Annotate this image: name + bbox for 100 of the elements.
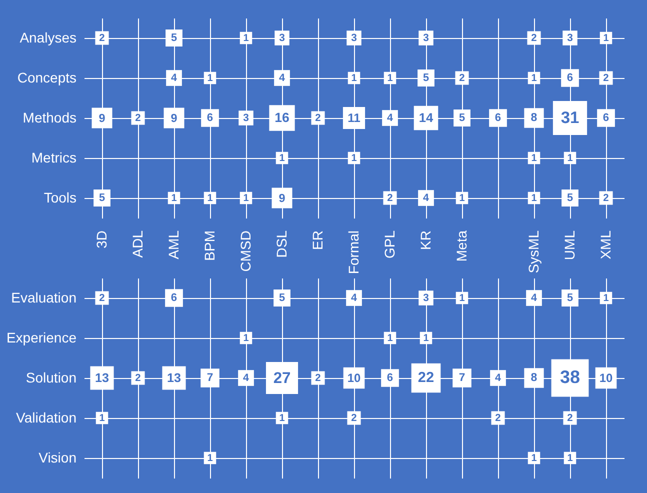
x-tick-label: ER [310, 230, 326, 250]
data-label: 1 [351, 73, 358, 84]
data-label: 1 [207, 193, 214, 204]
data-label: 3 [423, 33, 430, 44]
data-label: 2 [603, 193, 610, 204]
data-label: 4 [171, 72, 178, 84]
data-label: 2 [315, 373, 322, 384]
data-label: 7 [458, 372, 466, 384]
data-label: 4 [387, 112, 394, 124]
y-tick-label: Vision [38, 450, 76, 466]
x-tick-label: ADL [130, 230, 146, 258]
x-tick-label: KR [418, 230, 434, 250]
data-label: 4 [423, 192, 430, 204]
y-tick-label: Methods [22, 110, 76, 126]
y-tick-label: Evaluation [11, 290, 76, 306]
data-label: 22 [418, 370, 434, 386]
data-label: 10 [347, 371, 361, 385]
data-label: 3 [279, 33, 286, 44]
data-label: 1 [207, 73, 214, 84]
data-label: 7 [206, 372, 214, 384]
data-label: 8 [530, 112, 538, 124]
y-tick-label: Tools [44, 190, 76, 206]
data-label: 9 [98, 112, 106, 125]
data-label: 27 [273, 370, 291, 387]
data-label: 2 [135, 113, 142, 124]
data-label: 2 [567, 413, 574, 424]
data-label: 1 [387, 73, 394, 84]
data-label: 6 [602, 112, 610, 124]
data-label: 14 [418, 110, 434, 125]
data-label: 9 [170, 112, 178, 125]
y-tick-label: Experience [6, 330, 77, 346]
data-label: 5 [458, 112, 466, 124]
data-label: 1 [531, 73, 538, 84]
data-label: 5 [98, 192, 106, 204]
data-label: 8 [530, 372, 538, 384]
data-label: 5 [278, 292, 286, 304]
data-label: 16 [274, 110, 290, 125]
data-label: 1 [603, 293, 610, 304]
data-label: 3 [423, 293, 430, 304]
data-label: 4 [351, 292, 358, 304]
data-label: 31 [560, 109, 580, 127]
data-label: 2 [135, 373, 142, 384]
y-tick-label: Concepts [17, 70, 76, 86]
x-tick-label: UML [562, 230, 578, 260]
data-label: 2 [387, 193, 394, 204]
x-tick-label: Formal [346, 230, 362, 274]
data-label: 1 [459, 293, 466, 304]
data-label: 2 [99, 33, 106, 44]
x-tick-label: Meta [454, 230, 470, 262]
data-label: 3 [243, 113, 250, 124]
data-label: 1 [567, 153, 574, 164]
data-label: 13 [167, 371, 181, 385]
y-tick-label: Metrics [31, 150, 76, 166]
data-label: 1 [423, 333, 430, 344]
data-label: 1 [531, 453, 538, 464]
data-label: 1 [387, 333, 394, 344]
data-label: 5 [566, 292, 574, 304]
data-label: 38 [560, 367, 580, 387]
data-label: 1 [243, 193, 250, 204]
data-label: 6 [170, 292, 178, 304]
data-label: 6 [566, 72, 574, 84]
data-label: 10 [599, 371, 613, 385]
data-label: 5 [566, 192, 574, 204]
data-label: 6 [206, 112, 214, 124]
data-label: 1 [531, 193, 538, 204]
data-label: 1 [171, 193, 178, 204]
data-label: 6 [386, 372, 394, 384]
data-label: 2 [495, 413, 502, 424]
x-tick-label: DSL [274, 230, 290, 258]
data-label: 6 [494, 112, 502, 124]
y-tick-label: Analyses [20, 30, 76, 46]
data-label: 1 [567, 453, 574, 464]
x-tick-label: AML [166, 230, 182, 260]
x-tick-label: GPL [382, 230, 398, 259]
data-label: 2 [351, 413, 358, 424]
data-label: 2 [315, 113, 322, 124]
y-tick-label: Solution [26, 370, 76, 386]
data-label: 1 [603, 33, 610, 44]
data-label: 1 [351, 153, 358, 164]
data-label: 1 [279, 153, 286, 164]
data-label: 1 [279, 413, 286, 424]
data-label: 2 [99, 293, 106, 304]
data-label: 4 [243, 372, 250, 384]
x-tick-label: XML [598, 230, 614, 260]
data-label: 2 [603, 73, 610, 84]
data-label: 13 [95, 371, 109, 385]
data-label: 1 [243, 33, 250, 44]
data-label: 4 [279, 72, 286, 84]
x-tick-label: BPM [202, 230, 218, 261]
x-tick-label: SysML [526, 230, 542, 274]
data-label: 1 [459, 193, 466, 204]
data-label: 4 [531, 292, 538, 304]
x-tick-label: CMSD [238, 230, 254, 272]
data-label: 3 [567, 33, 574, 44]
data-label: 11 [348, 111, 361, 125]
data-label: 9 [278, 192, 286, 205]
data-label: 2 [531, 33, 538, 44]
data-label: 5 [170, 32, 178, 44]
data-label: 1 [531, 153, 538, 164]
data-label: 1 [207, 453, 214, 464]
